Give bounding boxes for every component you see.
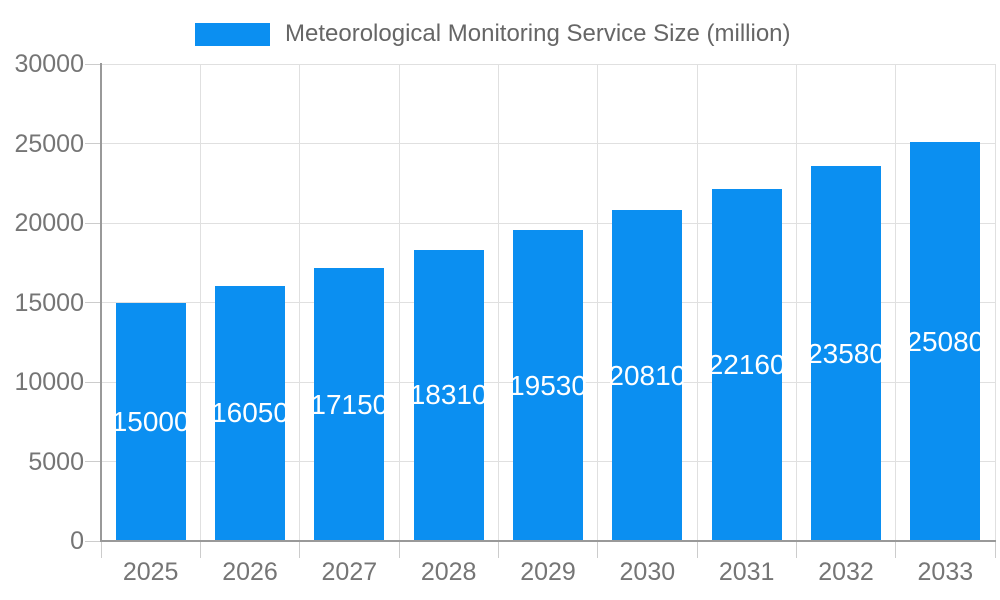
bar-value-label: 17150 [310,388,389,420]
v-gridline [795,64,797,541]
bar-2031[interactable] [711,188,782,541]
y-tick-label: 5000 [28,447,84,476]
v-gridline [199,64,201,541]
v-gridline [497,64,499,541]
y-tick-label: 25000 [14,129,84,158]
x-tick-mark [994,541,996,558]
y-tick-mark [85,381,101,383]
x-tick-label: 2027 [321,558,378,586]
bar-value-label: 15000 [111,405,190,437]
bar-2029[interactable] [513,230,583,541]
v-gridline [597,64,599,541]
bar-2033[interactable] [910,142,981,541]
y-tick-mark [85,143,101,144]
y-tick-mark [85,540,101,542]
v-gridline [895,64,897,541]
x-tick-label: 2028 [420,558,477,586]
x-tick-label: 2029 [520,558,576,586]
x-tick-mark [795,541,797,558]
y-tick-mark [85,461,101,462]
x-tick-label: 2026 [222,558,278,586]
bar-2028[interactable] [413,249,484,541]
x-tick-label: 2025 [122,558,179,586]
bar-value-label: 18310 [409,379,488,411]
y-tick-mark [85,302,101,303]
y-tick-label: 30000 [14,50,84,78]
bar-value-label: 16050 [211,397,289,429]
bar-2026[interactable] [215,285,285,541]
x-tick-mark [299,541,301,558]
legend-swatch [195,22,270,46]
legend[interactable]: Meteorological Monitoring Service Size (… [195,20,791,48]
bar-2027[interactable] [314,268,385,541]
y-tick-label: 10000 [14,368,84,396]
y-axis-line [100,63,102,542]
bar-value-label: 19530 [509,369,587,401]
h-gridline [101,143,995,144]
y-tick-label: 0 [70,527,84,555]
x-axis-line [100,540,996,542]
x-tick-mark [497,541,499,558]
bar-value-label: 23580 [807,337,885,369]
v-gridline [398,64,400,541]
legend-label: Meteorological Monitoring Service Size (… [285,20,791,47]
x-tick-mark [100,541,102,558]
x-tick-mark [597,541,599,558]
h-gridline [101,63,995,65]
bar-2025[interactable] [115,302,186,541]
v-gridline [994,64,996,541]
bar-value-label: 25080 [906,325,985,357]
v-gridline [696,64,698,541]
h-gridline [101,222,995,224]
x-tick-label: 2033 [917,558,974,586]
x-tick-mark [199,541,201,558]
bar-2032[interactable] [811,166,881,541]
x-tick-mark [895,541,897,558]
x-tick-label: 2032 [818,558,874,586]
x-tick-label: 2031 [718,558,775,586]
x-tick-mark [398,541,400,558]
bar-value-label: 20810 [608,359,687,391]
y-tick-label: 15000 [14,288,84,317]
bar-2030[interactable] [612,210,683,541]
y-tick-label: 20000 [14,209,84,237]
x-tick-mark [696,541,698,558]
v-gridline [299,64,301,541]
y-tick-mark [85,222,101,224]
bar-value-label: 22160 [707,348,786,380]
x-tick-label: 2030 [619,558,676,586]
y-tick-mark [85,63,101,65]
